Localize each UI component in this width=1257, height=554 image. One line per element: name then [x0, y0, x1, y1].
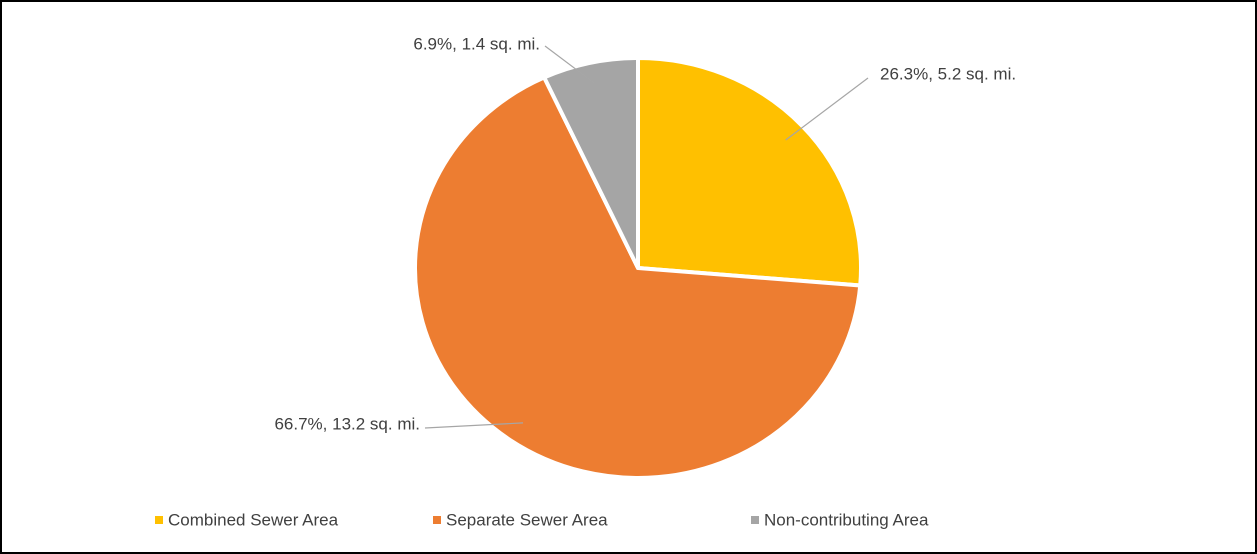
- leader-line: [785, 77, 869, 141]
- pie-slice: [413, 74, 863, 480]
- legend-swatch: [751, 516, 759, 524]
- pie-slice: [636, 55, 863, 288]
- legend-label: Non-contributing Area: [764, 510, 929, 529]
- data-label: 6.9%, 1.4 sq. mi.: [413, 34, 540, 53]
- data-label: 66.7%, 13.2 sq. mi.: [274, 414, 420, 433]
- legend-label: Separate Sewer Area: [446, 510, 608, 529]
- leader-line: [424, 422, 524, 429]
- legend-swatch: [433, 516, 441, 524]
- leader-line: [544, 45, 596, 84]
- legend-label: Combined Sewer Area: [168, 510, 339, 529]
- pie-slice: [541, 55, 640, 269]
- legend-swatch: [155, 516, 163, 524]
- data-label: 26.3%, 5.2 sq. mi.: [880, 64, 1016, 83]
